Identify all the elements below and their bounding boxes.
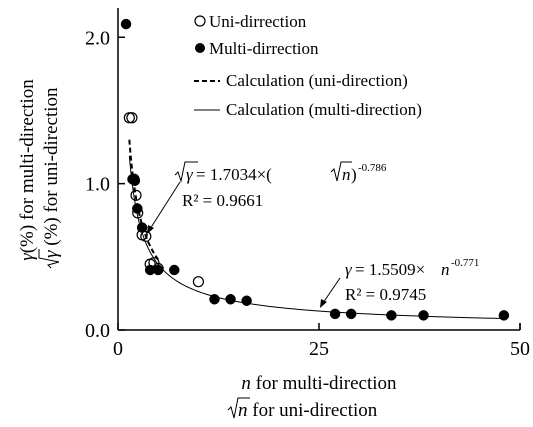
x-label-line1: n for multi-direction (241, 373, 397, 394)
eq-multi-lhs: γ (345, 260, 353, 279)
point-multi-direction (386, 310, 397, 321)
arrow-multi-head (320, 299, 327, 308)
arrow-uni-head (147, 225, 154, 234)
eq-multi-mid: = 1.5509× (355, 260, 425, 279)
point-multi-direction (132, 203, 143, 214)
point-multi-direction (152, 264, 164, 276)
eq-uni-inner-var: n (342, 165, 351, 184)
sqrt-sign-ylabel (38, 249, 60, 269)
point-multi-direction (241, 295, 252, 306)
sqrt-sign-eq-uni-inner (330, 161, 352, 182)
r2-multi: R² = 0.9745 (345, 285, 426, 304)
legend-open-circle-marker (194, 15, 206, 27)
data-points (120, 18, 510, 321)
point-multi-direction (498, 310, 510, 321)
x-tick-label: 25 (309, 338, 329, 360)
y-tick-label: 0.0 (85, 320, 110, 342)
x-label-line2: n for uni-direction (227, 397, 378, 421)
legend-label-uni: Uni-dirrection (209, 12, 307, 31)
y-tick-label: 1.0 (85, 174, 110, 196)
point-multi-direction (209, 294, 220, 305)
point-uni-direction (192, 276, 204, 288)
y-tick-label: 2.0 (85, 27, 110, 49)
x-axis-label: n for multi-direction n for uni-directio… (227, 373, 397, 421)
legend-label-multi: Multi-dirrection (209, 39, 319, 58)
point-multi-direction (345, 308, 357, 320)
r2-uni: R² = 0.9661 (182, 191, 263, 210)
legend-label-calc-uni: Calculation (uni-direction) (226, 71, 408, 90)
point-multi-direction (225, 294, 236, 305)
annotation-uni: γ = 1.7034×( n ) -0.786 R² = 0.9661 (147, 161, 387, 234)
point-multi-direction (136, 222, 148, 233)
sqrt-sign-eq-uni (174, 161, 198, 183)
eq-multi-exponent: -0.771 (451, 257, 479, 269)
x-tick-label: 50 (510, 338, 530, 360)
eq-uni-mid: = 1.7034×( (196, 165, 272, 184)
point-multi-direction (418, 310, 429, 321)
point-uni-direction (123, 112, 135, 124)
legend-label-calc-multi: Calculation (multi-direction) (226, 100, 422, 119)
eq-uni-close: ) (351, 165, 357, 184)
annotation-multi: γ = 1.5509× n -0.771 R² = 0.9745 (320, 257, 479, 308)
point-uni-direction (126, 112, 138, 124)
legend-filled-circle-marker (195, 43, 205, 53)
y-label-line1: γ(%) for multi-direction (17, 79, 38, 261)
eq-uni-exponent: -0.786 (358, 162, 387, 174)
svg-text:n for uni-direction: n for uni-direction (238, 400, 378, 421)
point-multi-direction (169, 264, 180, 276)
axis-ticks: 0.0 1.0 2.0 0 25 50 (85, 27, 530, 360)
point-multi-direction (120, 18, 132, 30)
point-uni-direction (130, 189, 142, 201)
curve-uni-direction (128, 139, 160, 261)
svg-text:γ (%) for uni-direction: γ (%) for uni-direction (41, 87, 62, 258)
legend: Uni-dirrection Multi-dirrection Calculat… (194, 12, 422, 119)
eq-uni-lhs: γ (186, 165, 194, 184)
y-axis-label: γ(%) for multi-direction γ (%) for uni-d… (17, 79, 62, 269)
point-multi-direction (129, 175, 141, 186)
arrow-uni-shaft (149, 181, 181, 230)
arrow-multi-shaft (322, 277, 341, 304)
x-tick-label: 0 (113, 338, 123, 360)
eq-multi-var: n (441, 260, 450, 279)
point-uni-direction (140, 230, 152, 242)
point-multi-direction (329, 308, 341, 320)
sqrt-sign-xlabel (227, 397, 250, 419)
y-label-line2: γ (%) for uni-direction (38, 87, 62, 269)
